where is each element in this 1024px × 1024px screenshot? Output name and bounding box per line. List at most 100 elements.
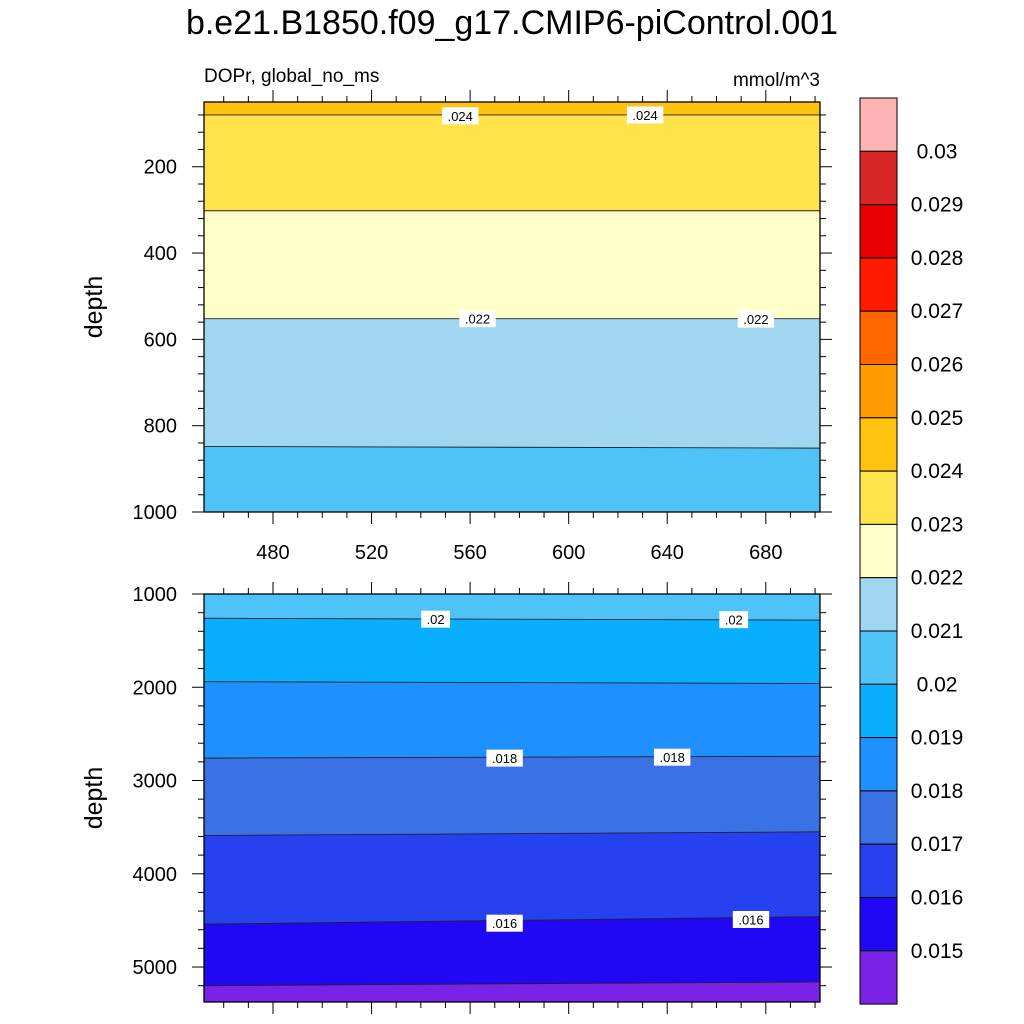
colorbar-label-10: 0.02	[917, 673, 958, 696]
upper-right-subtitle: mmol/m^3	[733, 70, 820, 91]
upper-y-axis-title: depth	[80, 276, 108, 339]
y-tick-label-1-0: 1000	[133, 584, 178, 606]
colorbar-label-3: 0.027	[911, 300, 964, 323]
colorbar-box-10	[859, 630, 898, 685]
contour-label-0-0: .024	[442, 107, 479, 125]
y-tick-label-0-0: 200	[144, 157, 177, 179]
contour-label-0-1: .024	[626, 106, 664, 124]
colorbar-box-12	[859, 737, 898, 792]
contour-band-1-1	[204, 618, 820, 684]
colorbar-label-14: 0.016	[911, 887, 964, 910]
colorbar-label-11: 0.019	[911, 727, 964, 750]
contour-label-text: .016	[738, 912, 763, 927]
colorbar-box-3	[859, 257, 898, 312]
contour-band-0-2	[204, 210, 820, 319]
y-tick-label-0-2: 600	[144, 329, 177, 351]
y-tick-label-0-3: 800	[144, 416, 177, 438]
contour-label-text: .016	[492, 916, 517, 931]
contour-line-1-3	[203, 831, 821, 836]
lower-contour-labels: .02 .02 .018 .018 .016 .016	[421, 610, 770, 932]
upper-axis-ticks: 480 520 560 600 640 680 200 400 600 800 1000	[133, 90, 832, 564]
x-tick-label-0-2: 560	[453, 542, 486, 564]
lower-filled-bands	[204, 594, 820, 1002]
contour-line-1-5	[203, 981, 821, 987]
x-tick-label-0-0: 480	[256, 542, 289, 564]
contour-band-1-4	[204, 831, 820, 925]
contour-label-text: .018	[492, 751, 517, 766]
colorbar-labels: 0.03 0.029 0.028 0.027 0.026 0.025 0.024 0.023 0…	[911, 140, 964, 963]
y-tick-label-0-4: 1000	[133, 502, 178, 524]
upper-left-subtitle: DOPr, global_no_ms	[204, 66, 379, 87]
contour-line-1-0	[203, 617, 821, 621]
colorbar-label-12: 0.018	[911, 780, 964, 803]
x-tick-label-0-4: 640	[651, 542, 684, 564]
contour-label-text: .024	[632, 108, 657, 123]
upper-plot-frame	[203, 101, 821, 513]
contour-label-text: .02	[725, 613, 743, 628]
colorbar-box-15	[859, 897, 898, 952]
contour-label-text: .022	[743, 312, 768, 327]
colorbar-label-2: 0.028	[911, 247, 964, 270]
colorbar-box-2	[859, 204, 898, 259]
colorbar-boxes	[859, 97, 898, 1005]
contour-label-0-3: .022	[737, 310, 775, 328]
contour-label-1-0: .02	[421, 610, 451, 628]
x-tick-label-0-1: 520	[355, 542, 388, 564]
colorbar-box-0	[859, 97, 898, 152]
colorbar-box-16	[859, 950, 898, 1005]
contour-band-1-6	[204, 981, 820, 1002]
main-title: b.e21.B1850.f09_g17.CMIP6-piControl.001	[185, 4, 839, 42]
colorbar-label-13: 0.017	[911, 833, 964, 856]
contour-band-0-4	[204, 446, 820, 512]
upper-contour-labels: .024 .024 .022 .022	[442, 106, 775, 328]
colorbar-box-11	[859, 683, 898, 739]
colorbar-label-4: 0.026	[911, 354, 964, 377]
contour-line-0-3	[203, 445, 821, 449]
colorbar-box-1	[859, 150, 898, 206]
y-tick-label-1-3: 4000	[133, 864, 178, 886]
contour-label-1-3: .018	[653, 748, 691, 766]
contour-band-1-2	[204, 681, 820, 759]
upper-contour-panel: DOPr, global_no_ms mmol/m^3 .024 .024 .022…	[80, 66, 832, 564]
colorbar-box-6	[859, 417, 898, 472]
colorbar-label-6: 0.024	[911, 460, 964, 483]
contour-band-0-3	[204, 318, 820, 449]
colorbar-box-9	[859, 577, 898, 632]
contour-label-text: .018	[660, 750, 685, 765]
x-tick-label-0-5: 680	[749, 542, 782, 564]
contour-band-1-3	[204, 756, 820, 836]
colorbar-label-9: 0.021	[911, 620, 964, 643]
contour-label-1-5: .016	[732, 910, 770, 928]
contour-band-1-5	[204, 916, 820, 986]
contour-label-text: .022	[465, 312, 490, 327]
colorbar-box-4	[859, 310, 898, 366]
lower-plot-frame	[203, 593, 821, 1003]
colorbar-box-7	[859, 470, 898, 525]
colorbar-label-8: 0.022	[911, 567, 964, 590]
contour-label-1-2: .018	[486, 749, 523, 767]
contour-label-1-1: .02	[719, 611, 749, 629]
upper-contour-lines	[203, 114, 821, 449]
colorbar-box-5	[859, 364, 898, 419]
lower-axis-ticks: 1000 2000 3000 4000 5000	[133, 582, 832, 1014]
y-tick-label-1-2: 3000	[133, 771, 178, 793]
colorbar-label-15: 0.015	[911, 940, 964, 963]
colorbar-label-0: 0.03	[917, 140, 958, 163]
lower-y-axis-title: depth	[80, 767, 108, 830]
colorbar: 0.03 0.029 0.028 0.027 0.026 0.025 0.024 0.023 0…	[859, 97, 964, 1005]
colorbar-box-13	[859, 790, 898, 845]
contour-label-text: .024	[448, 109, 473, 124]
y-tick-label-1-1: 2000	[133, 677, 178, 699]
contour-line-1-1	[203, 681, 821, 684]
colorbar-label-5: 0.025	[911, 407, 964, 430]
upper-filled-bands	[204, 102, 820, 512]
lower-contour-panel: .02 .02 .018 .018 .016 .016 1000 2000 3000 4000 5…	[80, 582, 832, 1014]
colorbar-label-1: 0.029	[911, 194, 964, 217]
contour-label-1-4: .016	[486, 914, 523, 932]
contour-band-1-0	[204, 594, 820, 621]
x-tick-label-0-3: 600	[552, 542, 585, 564]
colorbar-label-7: 0.023	[911, 513, 964, 536]
contour-label-0-2: .022	[459, 310, 496, 328]
contour-band-0-1	[204, 114, 820, 211]
contour-band-0-0	[204, 102, 820, 115]
